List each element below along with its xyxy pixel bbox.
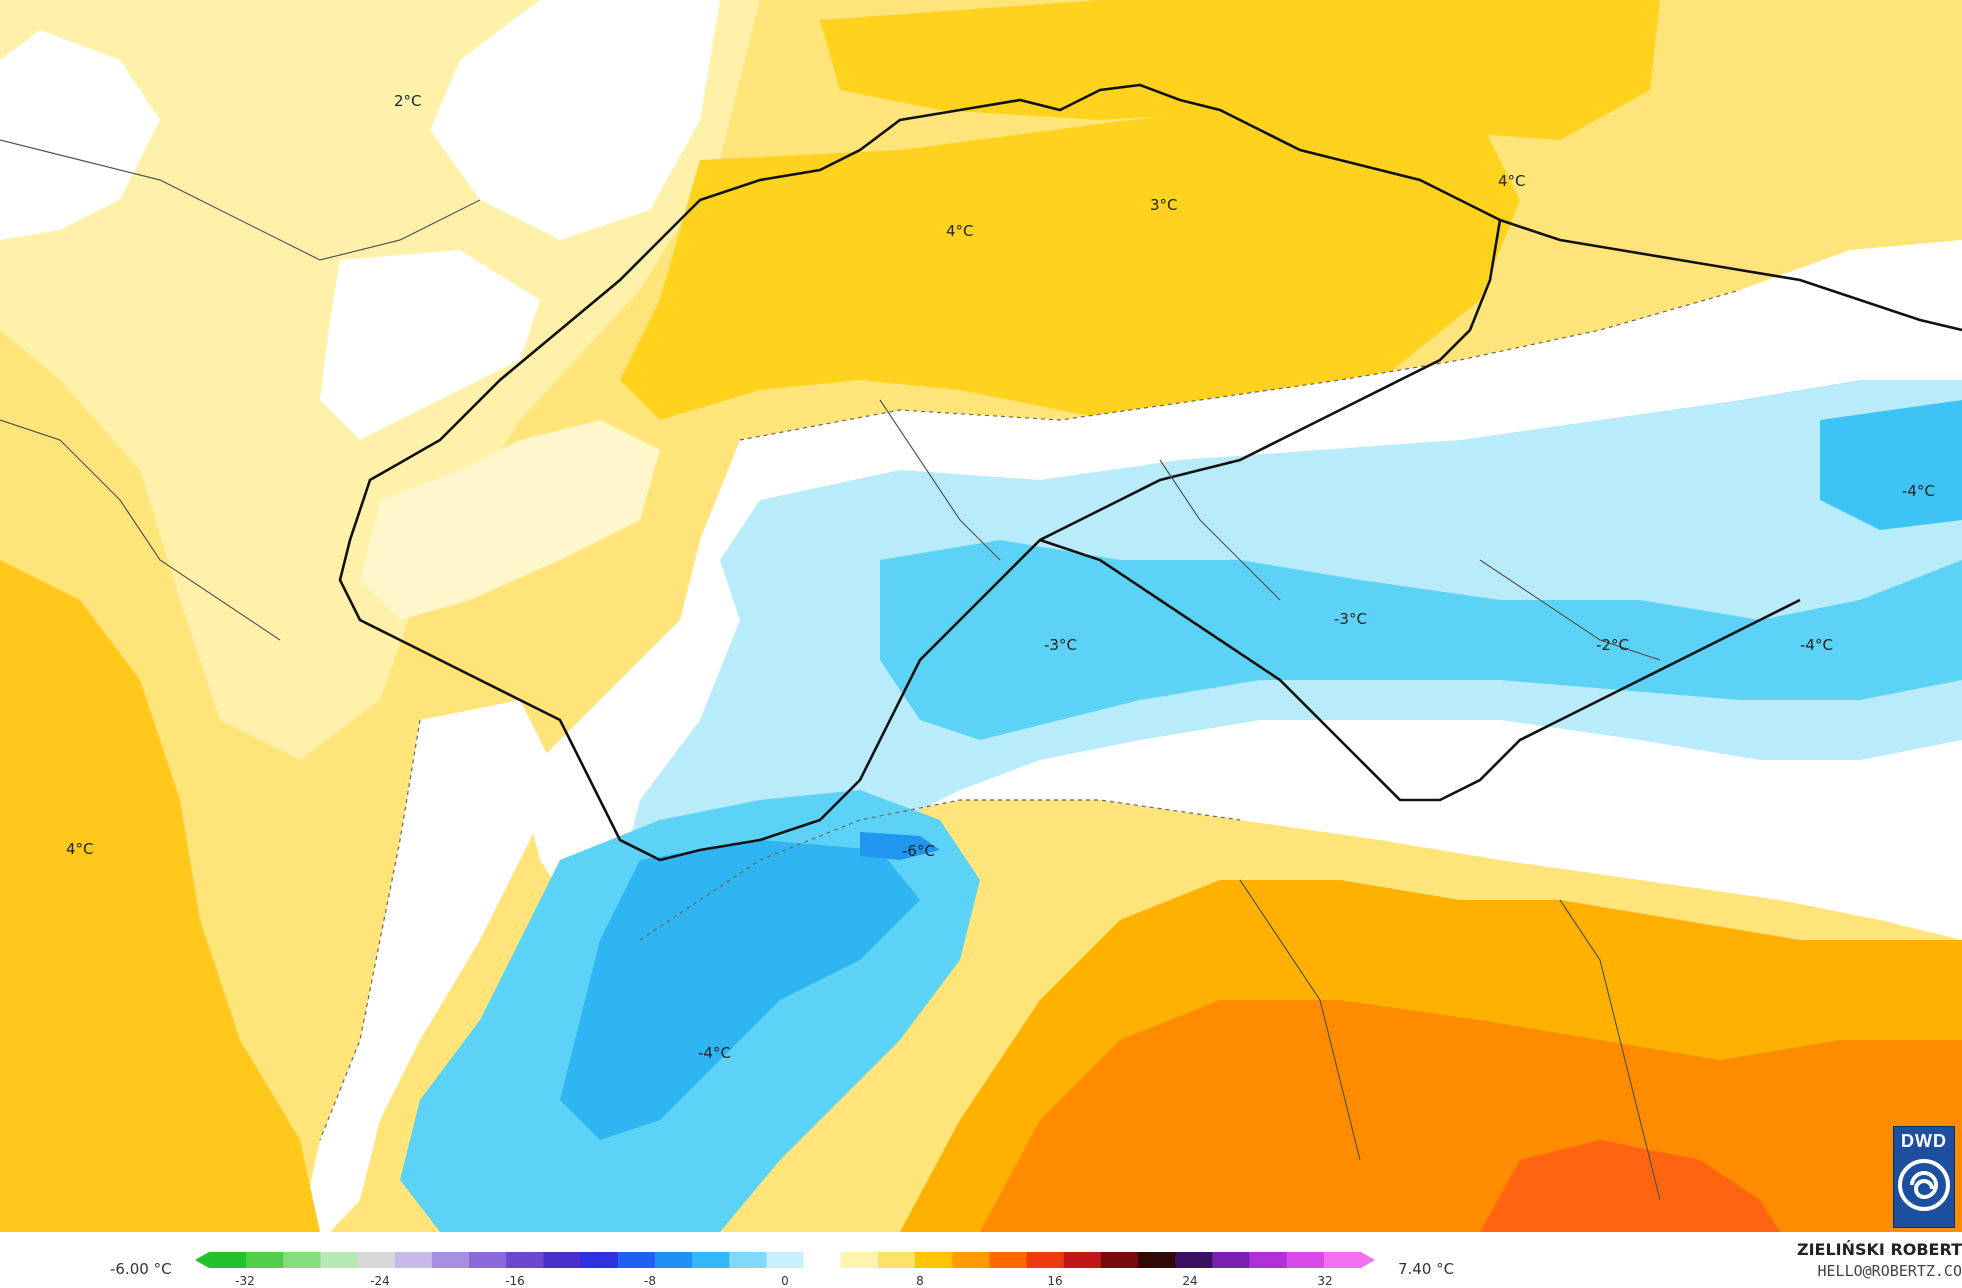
scale-swatch <box>283 1252 321 1268</box>
scale-swatch <box>1287 1252 1325 1268</box>
scale-swatch <box>320 1252 358 1268</box>
scale-tick-label: -32 <box>235 1274 255 1288</box>
swirl-icon <box>1894 1152 1954 1218</box>
scale-swatch <box>469 1252 507 1268</box>
scale-swatch <box>804 1252 842 1268</box>
scale-swatch <box>1250 1252 1288 1268</box>
temp-label: -4°C <box>1902 482 1935 500</box>
scale-swatch <box>766 1252 804 1268</box>
temp-label: 4°C <box>946 222 974 240</box>
scale-swatch <box>1027 1252 1065 1268</box>
scale-swatch <box>878 1252 916 1268</box>
scale-max-label: 7.40 °C <box>1398 1260 1454 1278</box>
temp-label: 2°C <box>394 92 422 110</box>
field-cyan-ne <box>1820 400 1962 530</box>
scale-swatch <box>581 1252 619 1268</box>
scale-swatch <box>209 1252 247 1268</box>
scale-swatch <box>655 1252 693 1268</box>
scale-swatch <box>841 1252 879 1268</box>
scale-tick-label: 24 <box>1182 1274 1197 1288</box>
scale-swatch <box>618 1252 656 1268</box>
temp-label: -4°C <box>1800 636 1833 654</box>
scale-tick-label: -8 <box>644 1274 656 1288</box>
footer: -6.00 °C -32 -24 -16 -8 0 8 16 24 32 7.40 °C ZIE… <box>0 1232 1962 1287</box>
scale-tick-label: -16 <box>505 1274 525 1288</box>
temp-label: -4°C <box>698 1044 731 1062</box>
scale-swatch <box>1101 1252 1139 1268</box>
dwd-logo: DWD <box>1893 1126 1955 1228</box>
temp-label: 4°C <box>1498 172 1526 190</box>
scale-swatch <box>506 1252 544 1268</box>
scale-tick-label: 32 <box>1317 1274 1332 1288</box>
color-scale-bar <box>195 1252 1375 1268</box>
scale-swatch <box>432 1252 470 1268</box>
scale-swatch <box>915 1252 953 1268</box>
temp-label: -6°C <box>902 842 935 860</box>
scale-swatch <box>1212 1252 1250 1268</box>
scale-tick-label: 0 <box>781 1274 789 1288</box>
credit-name: ZIELIŃSKI ROBERT <box>1797 1240 1962 1259</box>
scale-swatch <box>989 1252 1027 1268</box>
scale-tick-label: 8 <box>916 1274 924 1288</box>
scale-swatch <box>692 1252 730 1268</box>
temp-label: -3°C <box>1044 636 1077 654</box>
scale-tick-label: -24 <box>370 1274 390 1288</box>
scale-swatch <box>395 1252 433 1268</box>
scale-min-label: -6.00 °C <box>110 1260 172 1278</box>
scale-swatch <box>1175 1252 1213 1268</box>
temp-label: -2°C <box>1596 636 1629 654</box>
temp-label: 4°C <box>66 840 94 858</box>
scale-swatch <box>1138 1252 1176 1268</box>
scale-swatch <box>729 1252 767 1268</box>
credit-email: HELLO@ROBERTZ.CO <box>1818 1262 1962 1280</box>
temp-label: 3°C <box>1150 196 1178 214</box>
scale-swatch <box>1324 1252 1362 1268</box>
temp-label: -3°C <box>1334 610 1367 628</box>
temperature-map: 2°C 4°C 3°C 4°C -4°C -3°C -3°C -2°C -4°C… <box>0 0 1962 1232</box>
scale-swatch <box>358 1252 396 1268</box>
scale-arrow-right <box>1361 1252 1375 1268</box>
dwd-logo-text: DWD <box>1894 1131 1954 1152</box>
scale-swatch <box>543 1252 581 1268</box>
scale-tick-label: 16 <box>1047 1274 1062 1288</box>
scale-arrow-left <box>195 1252 209 1268</box>
scale-swatch <box>246 1252 284 1268</box>
scale-swatch <box>952 1252 990 1268</box>
scale-swatch <box>1064 1252 1102 1268</box>
